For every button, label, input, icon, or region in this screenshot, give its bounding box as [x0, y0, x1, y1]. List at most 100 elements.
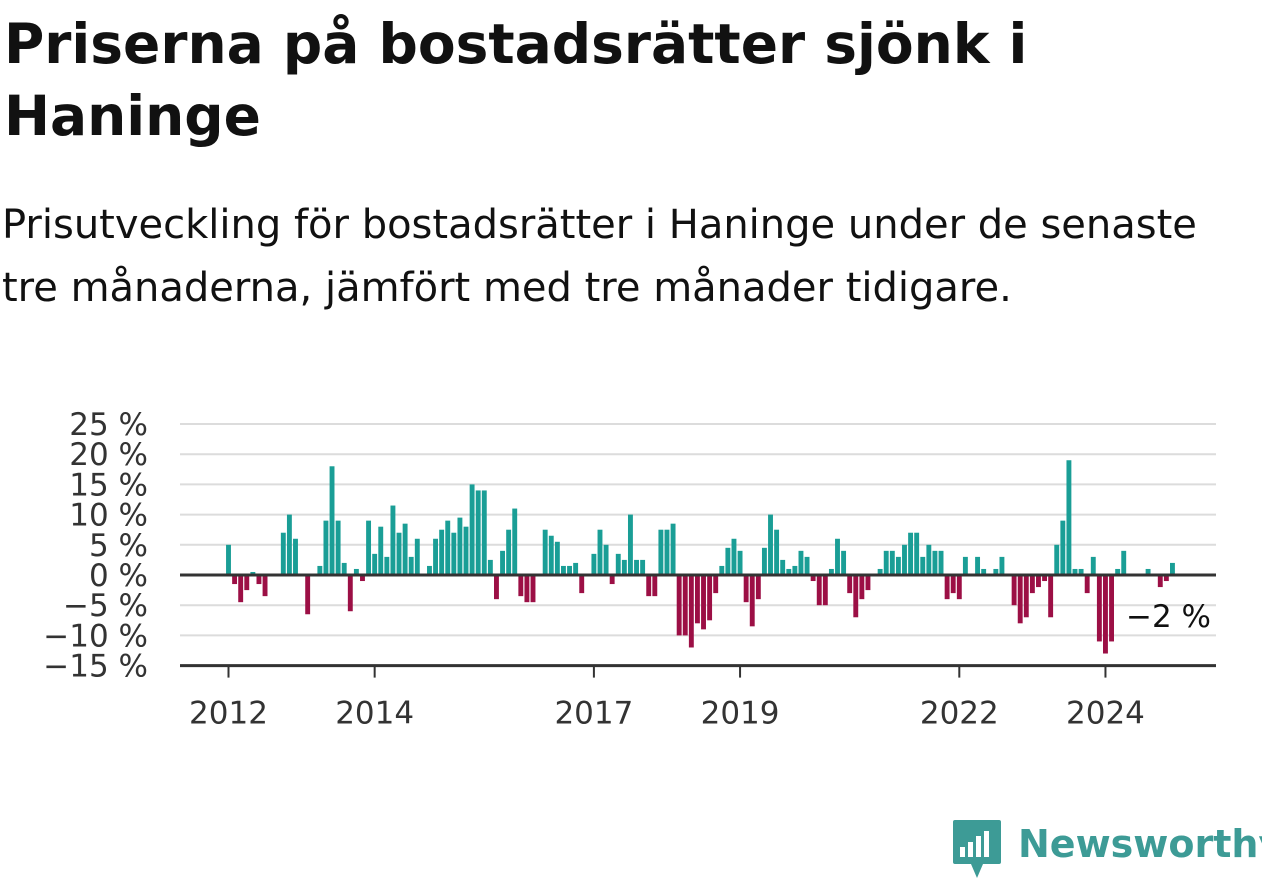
bar	[366, 520, 372, 575]
bar	[414, 538, 420, 575]
bar	[445, 520, 451, 575]
bar	[238, 575, 244, 603]
bar	[1145, 568, 1151, 575]
y-axis-ticks: 25 %20 %15 %10 %5 %0 %−5 %−10 %−15 %	[43, 407, 148, 685]
bar	[737, 550, 743, 575]
bar	[1157, 575, 1163, 588]
bar	[317, 565, 323, 575]
bar	[500, 550, 505, 575]
bar	[816, 575, 822, 606]
bar	[360, 575, 365, 582]
bar	[524, 575, 530, 603]
bar	[1115, 568, 1121, 575]
bar	[1109, 575, 1114, 642]
bar	[926, 544, 932, 575]
bar	[658, 529, 664, 575]
bar	[640, 559, 646, 575]
bar	[914, 532, 920, 575]
bar	[694, 575, 700, 624]
bar-chart: 25 %20 %15 %10 %5 %0 %−5 %−10 %−15 % 201…	[43, 407, 1216, 732]
bar	[597, 529, 603, 575]
bar	[865, 575, 871, 591]
x-tick-label: 2022	[920, 696, 999, 732]
bar	[786, 568, 792, 575]
bar	[1078, 568, 1084, 575]
bar	[981, 568, 987, 575]
bar	[427, 565, 432, 575]
bar	[920, 556, 926, 575]
bar	[603, 544, 609, 575]
bar	[780, 559, 786, 575]
bar	[506, 529, 512, 575]
bar	[487, 559, 493, 575]
bar	[402, 523, 408, 575]
bar	[573, 562, 579, 575]
bar	[384, 556, 390, 575]
bar	[1023, 575, 1029, 618]
bar	[323, 520, 329, 575]
x-tick-label: 2024	[1066, 696, 1145, 732]
x-tick-label: 2019	[701, 696, 780, 732]
bar	[944, 575, 950, 600]
bar	[822, 575, 828, 606]
bar	[670, 523, 676, 575]
chart-title: Priserna på bostadsrätter sjönk i Haning…	[4, 12, 1028, 148]
bar	[1042, 575, 1048, 582]
bar	[755, 575, 761, 600]
bar	[731, 538, 737, 575]
bar	[463, 526, 469, 575]
y-tick-label: 10 %	[69, 498, 148, 534]
bar	[390, 505, 396, 575]
bar	[372, 553, 378, 575]
bar	[341, 562, 347, 575]
bar	[908, 532, 914, 575]
bar	[396, 532, 402, 575]
bar	[853, 575, 859, 618]
bar	[634, 559, 639, 575]
bar	[646, 575, 652, 597]
bar	[1084, 575, 1090, 594]
bar	[256, 575, 262, 585]
bar	[938, 550, 944, 575]
x-axis-ticks: 2012 2014 2017 2019 2022 2024	[189, 665, 1145, 732]
bar	[652, 575, 658, 597]
bar	[1048, 575, 1054, 618]
bar	[1163, 575, 1169, 582]
bar	[719, 565, 725, 575]
bar	[1096, 575, 1102, 642]
bar	[1066, 460, 1072, 575]
bar	[542, 529, 548, 575]
bar	[956, 575, 962, 600]
bar	[262, 575, 268, 597]
y-tick-label: 5 %	[89, 528, 148, 564]
bar	[810, 575, 816, 582]
bar	[701, 575, 706, 630]
bar	[962, 556, 968, 575]
bar	[725, 547, 731, 575]
bar	[244, 575, 250, 591]
bar	[1036, 575, 1041, 588]
bar	[792, 565, 798, 575]
bar	[1090, 556, 1096, 575]
bar	[378, 526, 384, 575]
bar	[518, 575, 524, 597]
bar	[932, 550, 938, 575]
bar	[688, 575, 694, 648]
bar	[1011, 575, 1017, 606]
bar	[627, 514, 633, 575]
bar	[895, 556, 901, 575]
bar	[561, 565, 566, 575]
y-tick-label: −10 %	[43, 618, 148, 654]
bar	[494, 575, 499, 600]
x-tick-label: 2017	[554, 696, 633, 732]
bar	[591, 553, 597, 575]
y-tick-label: 0 %	[89, 558, 148, 594]
bar	[676, 575, 682, 636]
bar	[713, 575, 719, 594]
x-tick-label: 2012	[189, 696, 268, 732]
bar	[530, 575, 536, 603]
bar	[353, 568, 359, 575]
bar	[1054, 544, 1060, 575]
newsworthy-logo-icon	[953, 820, 1001, 878]
bar	[1103, 575, 1108, 654]
